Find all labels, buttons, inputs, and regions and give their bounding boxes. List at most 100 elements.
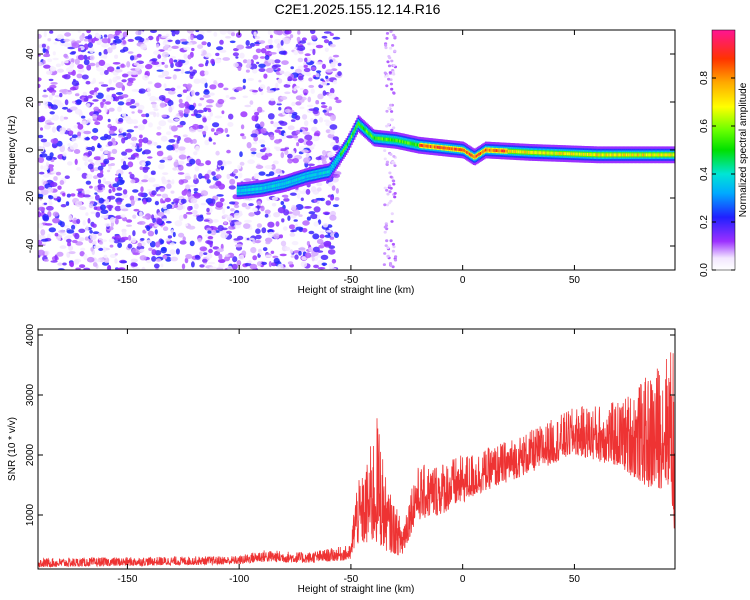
ridge-cell [640, 153, 643, 157]
noise-cell [321, 160, 327, 165]
noise-cell [52, 217, 60, 224]
noise-cell [393, 195, 397, 199]
noise-cell [259, 251, 263, 256]
noise-cell [68, 251, 76, 255]
noise-cell [38, 249, 45, 256]
noise-cell [48, 199, 52, 206]
noise-cell [275, 82, 279, 89]
noise-cell [329, 33, 334, 36]
noise-cell [390, 128, 394, 132]
noise-cell [38, 211, 41, 218]
noise-cell [64, 60, 69, 64]
ridge-cell [259, 187, 262, 191]
noise-cell [215, 131, 222, 135]
ridge-cell [502, 149, 505, 153]
noise-cell [108, 107, 115, 112]
ridge-cell [515, 150, 518, 154]
noise-cell [226, 134, 230, 137]
noise-cell [157, 74, 165, 78]
noise-cell [156, 193, 162, 197]
noise-cell [204, 139, 210, 146]
noise-cell [93, 240, 97, 245]
noise-cell [290, 192, 297, 196]
noise-cell [388, 184, 392, 188]
noise-cell [333, 144, 341, 151]
ridge-cell [592, 153, 595, 157]
noise-cell [166, 204, 173, 209]
noise-cell [241, 135, 247, 140]
noise-cell [284, 108, 291, 113]
ridge-cell [527, 150, 530, 154]
noise-cell [230, 208, 235, 212]
noise-cell [292, 158, 299, 164]
y-tick-label: 4000 [25, 323, 36, 346]
noise-cell [273, 30, 282, 35]
noise-cell [259, 121, 265, 128]
noise-cell [195, 91, 200, 96]
ridge-cell [395, 138, 397, 142]
noise-cell [182, 236, 186, 242]
noise-cell [160, 35, 169, 38]
noise-cell [161, 51, 169, 58]
noise-cell [95, 211, 101, 218]
noise-cell [291, 111, 298, 116]
noise-cell [128, 235, 132, 241]
noise-cell [67, 161, 73, 166]
noise-cell [246, 59, 252, 65]
noise-cell [210, 128, 215, 132]
noise-cell [83, 59, 90, 66]
noise-cell [392, 179, 396, 183]
noise-cell [49, 165, 54, 172]
ridge-cell [300, 177, 302, 180]
noise-cell [184, 71, 191, 74]
noise-cell [114, 177, 119, 182]
noise-cell [305, 188, 311, 195]
noise-cell [92, 223, 97, 228]
noise-cell [394, 255, 398, 259]
noise-cell [210, 198, 216, 205]
noise-cell [156, 69, 164, 72]
ridge-cell [573, 152, 576, 156]
noise-cell [245, 69, 250, 73]
noise-cell [199, 70, 206, 77]
noise-cell [201, 130, 207, 135]
noise-cell [392, 126, 396, 130]
ridge-cell [329, 168, 332, 172]
ridge-cell [628, 153, 631, 157]
noise-cell [312, 246, 320, 253]
noise-cell [335, 188, 339, 194]
ridge-cell [396, 139, 399, 143]
noise-cell [161, 193, 169, 199]
noise-cell [322, 90, 327, 96]
noise-cell [386, 254, 390, 258]
noise-cell [174, 220, 183, 227]
ridge-cell [633, 153, 636, 157]
noise-cell [70, 193, 76, 197]
noise-cell [391, 249, 395, 253]
noise-cell [38, 206, 46, 211]
noise-cell [386, 192, 390, 196]
noise-cell [108, 238, 115, 243]
noise-cell [48, 103, 54, 107]
noise-cell [203, 94, 211, 98]
noise-cell [204, 70, 209, 76]
ridge-cell [273, 184, 275, 188]
noise-cell [320, 155, 327, 162]
ridge-cell [328, 170, 330, 174]
ridge-cell [532, 151, 534, 154]
ridge-cell [316, 172, 318, 176]
noise-cell [42, 59, 46, 65]
noise-cell [229, 96, 237, 100]
ridge-cell [647, 153, 650, 157]
ridge-cell [312, 173, 314, 177]
noise-cell [86, 136, 90, 141]
noise-cell [252, 207, 258, 212]
noise-cell [332, 54, 340, 58]
noise-cell [122, 193, 128, 198]
noise-cell [59, 232, 67, 236]
noise-cell [195, 113, 202, 119]
noise-cell [322, 222, 329, 228]
ridge-cell [416, 143, 419, 147]
noise-cell [176, 124, 184, 128]
noise-cell [226, 206, 230, 209]
